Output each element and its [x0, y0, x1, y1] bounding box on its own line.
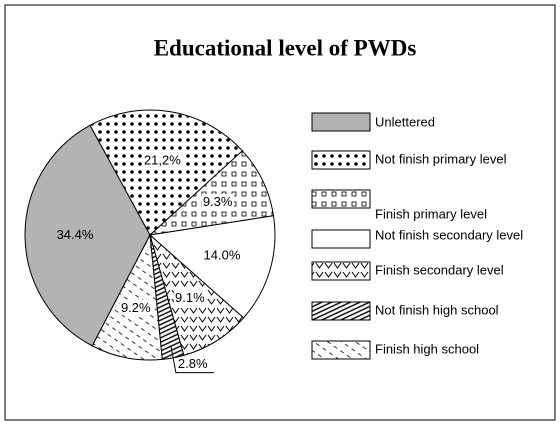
data-label: 34.4% [57, 227, 94, 242]
legend-swatch [311, 261, 371, 281]
data-label: 9.2% [121, 300, 151, 315]
pie-slice [24, 124, 151, 347]
label-bg [142, 152, 183, 168]
data-label: 9.3% [203, 194, 233, 209]
legend-swatch [311, 112, 371, 132]
pie-slice [89, 109, 244, 236]
legend-label: Not finish high school [375, 302, 499, 317]
legend-label: Not finish primary level [375, 151, 507, 166]
legend-label: Finish high school [375, 341, 479, 356]
data-label: 21,2% [144, 152, 181, 167]
legend-label: Not finish secondary level [375, 227, 523, 242]
legend-label: Unlettered [375, 114, 435, 129]
pie-slice [91, 233, 163, 361]
legend-swatch [311, 150, 371, 170]
label-bg [119, 300, 153, 316]
legend-label: Finish primary level [375, 206, 487, 221]
chart-title: Educational level of PWDs [154, 35, 417, 60]
legend-swatch [311, 301, 371, 321]
pie-slice [148, 215, 276, 319]
data-label: 14.0% [204, 248, 241, 263]
data-label: 9.1% [175, 290, 205, 305]
label-bg [202, 247, 242, 263]
legend-swatch [311, 189, 371, 209]
legend-swatch [311, 229, 371, 249]
legend-swatch [311, 340, 371, 360]
data-label: 2.8% [178, 356, 208, 371]
legend-label: Finish secondary level [375, 262, 504, 277]
label-bg [174, 289, 207, 305]
leader-line [170, 345, 214, 374]
label-bg [201, 194, 234, 210]
